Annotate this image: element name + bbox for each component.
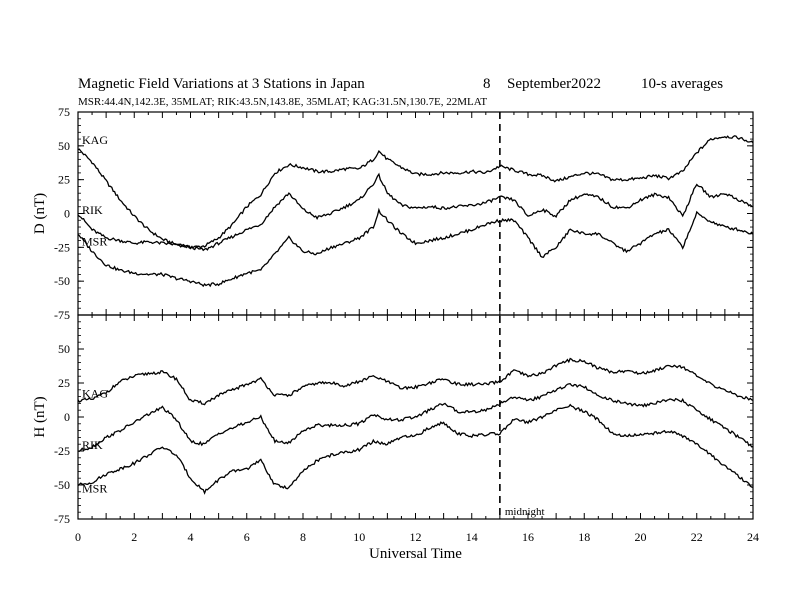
chart-title: Magnetic Field Variations at 3 Stations … [78,76,365,92]
x-tick-label: 8 [300,530,306,544]
y-tick-label: 0 [64,207,70,221]
title-day: 8 [483,76,491,92]
x-tick-label: 2 [131,530,137,544]
x-tick-label: 14 [466,530,478,544]
x-tick-label: 12 [410,530,422,544]
y-tick-label: -25 [54,444,70,458]
y-tick-label: 25 [58,173,70,187]
title-year: 2022 [571,76,601,92]
x-tick-label: 18 [578,530,590,544]
title-month: September [507,76,571,92]
series-line-D-MSR [77,207,754,288]
series-line-H-KAG [77,357,754,406]
y-axis-label-D: D (nT) [32,193,48,234]
x-axis-label: Universal Time [369,546,462,562]
x-tick-label: 4 [188,530,194,544]
x-tick-label: 24 [747,530,759,544]
series-line-D-RIK [77,172,754,252]
y-tick-label: -75 [54,308,70,322]
x-tick-label: 0 [75,530,81,544]
x-tick-label: 10 [353,530,365,544]
y-tick-label: -50 [54,478,70,492]
y-tick-label: 0 [64,410,70,424]
plot-area: 75 50 25 0 -25 -50 -75 D (nT) KAG RIK MSR 50 25 0 -25 -… [32,105,759,562]
y-tick-label: 75 [58,105,70,119]
x-tick-label: 20 [635,530,647,544]
y-axis-label-H: H (nT) [32,396,48,437]
y-tick-label: -75 [54,512,70,526]
x-tick-label: 6 [244,530,250,544]
station-coordinates: MSR:44.4N,142.3E, 35MLAT; RIK:43.5N,143.… [78,96,487,108]
series-label-H-MSR: MSR [82,482,107,496]
x-tick-label: 16 [522,530,534,544]
series-line-H-MSR [77,403,754,495]
series-line-H-RIK [77,383,754,452]
y-tick-label: -50 [54,274,70,288]
series-label-H-RIK: RIK [82,438,103,452]
y-tick-label: -25 [54,240,70,254]
series-label-H-KAG: KAG [82,386,108,400]
midnight-label: midnight [505,506,545,518]
x-tick-label: 22 [691,530,703,544]
series-label-D-MSR: MSR [82,234,107,248]
title-averaging: 10-s averages [641,76,723,92]
y-tick-label: 50 [58,342,70,356]
y-tick-label: 50 [58,139,70,153]
series-label-D-KAG: KAG [82,133,108,147]
series-label-D-RIK: RIK [82,203,103,217]
y-tick-label: 25 [58,376,70,390]
